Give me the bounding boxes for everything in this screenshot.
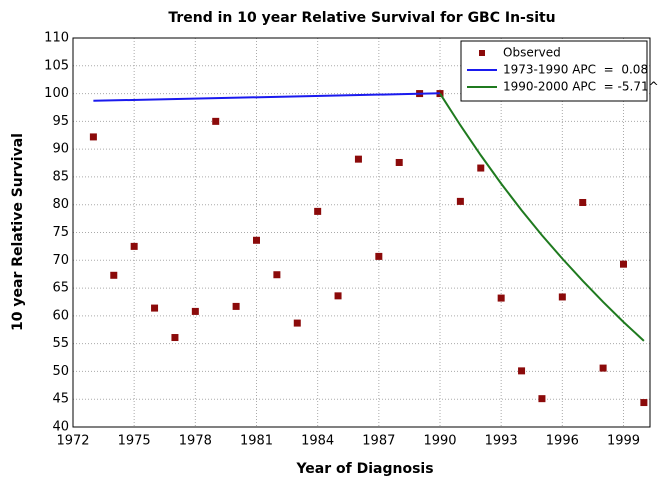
y-tick-label: 75 xyxy=(52,225,69,240)
observed-point xyxy=(619,260,627,268)
trend-line xyxy=(439,93,645,342)
y-tick-label: 95 xyxy=(52,114,69,129)
y-tick-label: 50 xyxy=(52,364,69,379)
y-tick-label: 60 xyxy=(52,308,69,323)
y-tick-label: 80 xyxy=(52,197,69,212)
y-tick-label: 85 xyxy=(52,169,69,184)
x-tick-label: 1972 xyxy=(56,434,89,449)
y-axis-label: 10 year Relative Survival xyxy=(10,133,26,331)
observed-point xyxy=(151,304,159,312)
observed-point xyxy=(293,319,301,327)
y-tick-label: 105 xyxy=(44,58,69,73)
observed-point xyxy=(232,302,240,310)
chart-title: Trend in 10 year Relative Survival for G… xyxy=(168,10,555,26)
observed-point xyxy=(252,236,260,244)
x-tick-label: 1996 xyxy=(546,434,579,449)
observed-point xyxy=(334,292,342,300)
observed-point xyxy=(518,367,526,375)
x-axis-label: Year of Diagnosis xyxy=(295,461,433,477)
observed-point xyxy=(110,271,118,279)
observed-point xyxy=(273,271,281,279)
observed-point xyxy=(375,252,383,260)
observed-point xyxy=(130,242,138,250)
legend-label: 1973-1990 APC = 0.08 xyxy=(503,63,648,77)
observed-point xyxy=(558,293,566,301)
trend-line xyxy=(93,92,441,102)
y-tick-label: 90 xyxy=(52,142,69,157)
x-tick-label: 1999 xyxy=(607,434,640,449)
y-tick-label: 70 xyxy=(52,253,69,268)
x-tick-label: 1987 xyxy=(362,434,395,449)
observed-point xyxy=(538,395,546,403)
observed-point xyxy=(456,197,464,205)
plot-frame xyxy=(72,37,651,428)
x-tick-label: 1990 xyxy=(423,434,456,449)
legend-label: 1990-2000 APC = -5.71^ xyxy=(503,80,659,94)
x-tick-label: 1978 xyxy=(179,434,212,449)
legend-label: Observed xyxy=(503,46,561,60)
x-tick-label: 1981 xyxy=(240,434,273,449)
observed-point xyxy=(89,133,97,141)
observed-point xyxy=(497,294,505,302)
observed-point xyxy=(395,158,403,166)
x-tick-label: 1993 xyxy=(485,434,518,449)
y-tick-label: 100 xyxy=(44,86,69,101)
observed-point xyxy=(599,364,607,372)
y-tick-label: 65 xyxy=(52,281,69,296)
observed-point xyxy=(314,207,322,215)
legend-marker xyxy=(479,50,485,56)
y-tick-label: 45 xyxy=(52,392,69,407)
observed-point xyxy=(640,399,648,407)
observed-point xyxy=(579,198,587,206)
observed-point xyxy=(191,307,199,315)
observed-point xyxy=(212,117,220,125)
y-tick-label: 110 xyxy=(44,31,69,46)
y-tick-label: 55 xyxy=(52,336,69,351)
y-tick-label: 40 xyxy=(52,420,69,435)
observed-point xyxy=(477,164,485,172)
x-tick-label: 1975 xyxy=(118,434,151,449)
observed-point xyxy=(171,334,179,342)
observed-point xyxy=(354,155,362,163)
x-tick-label: 1984 xyxy=(301,434,334,449)
